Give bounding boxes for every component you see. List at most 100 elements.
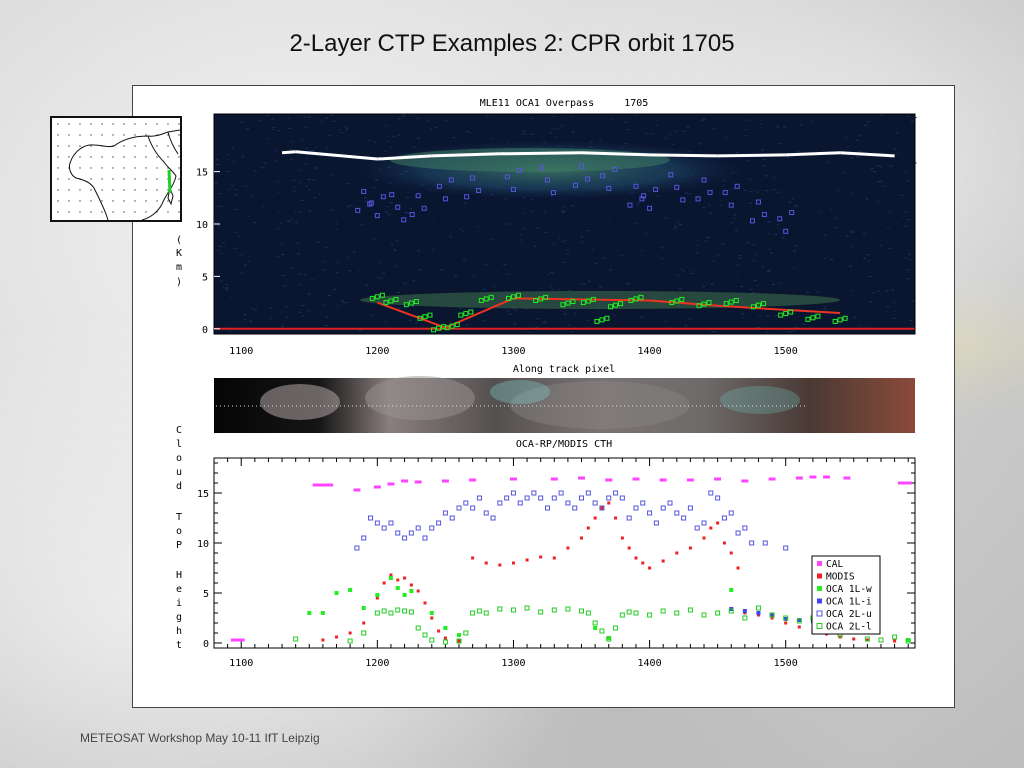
radar-modis-line (785, 308, 841, 315)
radar-speckle (393, 250, 397, 252)
map-grid-dot (123, 189, 125, 191)
imagery-cloud-5 (720, 386, 800, 414)
radar-speckle (561, 210, 565, 212)
point-oca-1l-w (307, 611, 312, 615)
map-grid-dot (156, 200, 158, 202)
radar-speckle (358, 329, 362, 331)
point-modis (403, 576, 407, 580)
radar-speckle (290, 267, 294, 269)
map-grid-dot (90, 211, 92, 213)
radar-oca-upper-point (395, 204, 401, 210)
map-grid-dot (123, 145, 125, 147)
radar-speckle (765, 190, 769, 192)
radar-speckle (312, 179, 316, 181)
point-oca-2l-u (476, 495, 482, 501)
radar-speckle (430, 128, 433, 130)
radar-speckle (452, 137, 456, 138)
radar-speckle (402, 114, 406, 116)
map-grid-dot (101, 123, 103, 125)
point-modis (770, 616, 774, 620)
radar-speckle (767, 233, 771, 234)
point-modis (648, 566, 652, 570)
point-modis (661, 559, 665, 563)
point-oca-2l-u (606, 495, 612, 501)
radar-speckle (786, 156, 790, 158)
radar-speckle (560, 125, 564, 127)
radar-oca-lower-point (633, 296, 639, 302)
radar-speckle (868, 276, 872, 277)
radar-speckle (272, 129, 276, 130)
radar-speckle (869, 301, 873, 303)
radar-speckle (338, 129, 341, 131)
radar-speckle (883, 185, 887, 187)
radar-speckle (759, 123, 763, 125)
point-cal (714, 477, 722, 481)
point-oca-2l-l (538, 609, 544, 615)
map-grid-dot (68, 178, 70, 180)
radar-speckle (309, 150, 313, 152)
map-grid-dot (57, 178, 59, 180)
point-oca-2l-l (585, 610, 591, 616)
point-oca-1l-w (906, 638, 911, 642)
radar-speckle (298, 311, 302, 313)
map-grid-dot (145, 200, 147, 202)
point-oca-2l-u (408, 530, 414, 536)
point-cal (319, 483, 327, 487)
map-grid-dot (134, 134, 136, 136)
radar-oca-lower-point (837, 317, 843, 323)
radar-oca-lower-point (570, 299, 576, 305)
radar-speckle (300, 139, 304, 141)
radar-oca-lower-point (701, 301, 707, 307)
radar-speckle (230, 296, 234, 298)
radar-speckle (440, 269, 444, 271)
radar-speckle (473, 275, 476, 277)
radar-speckle (583, 283, 587, 285)
radar-oca-upper-point (701, 177, 707, 183)
radar-oca-upper-point (380, 194, 386, 200)
radar-speckle (285, 316, 289, 318)
radar-speckle (907, 269, 911, 271)
map-grid-dot (145, 167, 147, 169)
radar-speckle (305, 147, 309, 149)
point-oca-2l-u (388, 520, 394, 526)
radar-speckle (580, 241, 584, 243)
radar-speckle (598, 309, 602, 311)
radar-speckle (752, 244, 755, 246)
radar-speckle (311, 150, 315, 151)
radar-speckle (303, 274, 307, 276)
map-grid-dot (134, 178, 136, 180)
radar-speckle (513, 323, 517, 325)
radar-speckle (314, 146, 318, 148)
radar-speckle (409, 208, 413, 210)
point-oca-2l-u (701, 520, 707, 526)
point-oca-2l-l (769, 612, 775, 618)
radar-speckle (741, 313, 744, 315)
point-cal (897, 481, 905, 485)
point-oca-2l-l (592, 620, 598, 626)
radar-speckle (677, 274, 681, 276)
radar-speckle (887, 211, 891, 213)
radar-oca-lower-point (733, 297, 739, 303)
radar-speckle (411, 305, 415, 307)
point-oca-2l-l (674, 610, 680, 616)
point-oca-2l-u (449, 515, 455, 521)
map-grid-dot (79, 211, 81, 213)
radar-speckle (370, 199, 374, 201)
map-grid-dot (123, 156, 125, 158)
radar-speckle (800, 124, 803, 126)
radar-speckle (892, 317, 896, 319)
radar-speckle (749, 191, 753, 193)
radar-oca-upper-point (600, 173, 606, 179)
radar-oca-lower-point (413, 299, 419, 305)
radar-speckle (214, 183, 218, 185)
radar-speckle (819, 211, 823, 213)
radar-speckle (313, 197, 317, 199)
point-oca-2l-l (606, 636, 612, 642)
radar-speckle (219, 253, 223, 255)
radar-speckle (476, 226, 480, 228)
point-oca-2l-u (504, 495, 510, 501)
legend-label-oca-2l-u: OCA 2L-u (826, 609, 872, 620)
radar-oca-upper-point (680, 197, 686, 203)
radar-speckle (358, 269, 362, 271)
radar-oca-upper-point (510, 186, 516, 192)
